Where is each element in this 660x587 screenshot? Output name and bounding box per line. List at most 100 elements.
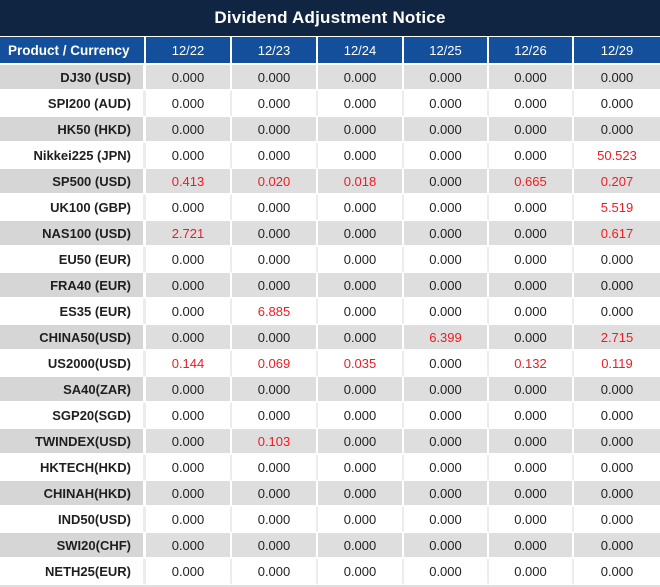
value-cell: 0.000: [574, 65, 660, 91]
value-cell: 2.715: [574, 325, 660, 351]
value-cell: 0.132: [489, 351, 574, 377]
value-cell: 0.000: [146, 455, 232, 481]
product-cell: NETH25(EUR): [0, 559, 146, 585]
product-cell: US2000(USD): [0, 351, 146, 377]
value-cell: 0.000: [146, 117, 232, 143]
value-cell: 0.207: [574, 169, 660, 195]
value-cell: 0.119: [574, 351, 660, 377]
value-cell: 0.000: [318, 247, 404, 273]
value-cell: 0.000: [574, 533, 660, 559]
value-cell: 0.000: [489, 195, 574, 221]
value-cell: 0.000: [404, 143, 489, 169]
value-cell: 0.000: [489, 91, 574, 117]
table-row: UK100 (GBP) 0.000 0.000 0.000 0.000 0.000 5.51…: [0, 195, 660, 221]
value-cell: 0.000: [574, 91, 660, 117]
value-cell: 0.000: [146, 273, 232, 299]
value-cell: 0.000: [232, 117, 318, 143]
value-cell: 0.000: [232, 325, 318, 351]
table-row: NAS100 (USD) 2.721 0.000 0.000 0.000 0.000 0.6…: [0, 221, 660, 247]
column-header-date-12-23: 12/23: [232, 37, 318, 65]
value-cell: 0.000: [318, 117, 404, 143]
value-cell: 0.000: [489, 65, 574, 91]
table-header-row: Product / Currency 12/22 12/23 12/24 12/25 12…: [0, 37, 660, 65]
value-cell: 0.000: [489, 455, 574, 481]
value-cell: 0.000: [489, 481, 574, 507]
value-cell: 0.000: [318, 429, 404, 455]
value-cell: 0.000: [404, 299, 489, 325]
value-cell: 0.000: [489, 533, 574, 559]
value-cell: 0.000: [318, 299, 404, 325]
value-cell: 0.000: [318, 65, 404, 91]
product-cell: SWI20(CHF): [0, 533, 146, 559]
value-cell: 0.000: [404, 169, 489, 195]
product-cell: SP500 (USD): [0, 169, 146, 195]
value-cell: 0.000: [489, 377, 574, 403]
value-cell: 0.000: [232, 403, 318, 429]
value-cell: 0.000: [489, 507, 574, 533]
value-cell: 0.000: [574, 481, 660, 507]
value-cell: 0.000: [574, 403, 660, 429]
product-cell: EU50 (EUR): [0, 247, 146, 273]
product-cell: SA40(ZAR): [0, 377, 146, 403]
value-cell: 0.000: [318, 273, 404, 299]
table-row: HK50 (HKD) 0.000 0.000 0.000 0.000 0.000 0.000: [0, 117, 660, 143]
value-cell: 0.000: [232, 273, 318, 299]
value-cell: 2.721: [146, 221, 232, 247]
table-row: SWI20(CHF) 0.000 0.000 0.000 0.000 0.000 0.000: [0, 533, 660, 559]
table-row: FRA40 (EUR) 0.000 0.000 0.000 0.000 0.000 0.00…: [0, 273, 660, 299]
value-cell: 6.399: [404, 325, 489, 351]
product-cell: SPI200 (AUD): [0, 91, 146, 117]
column-header-date-12-26: 12/26: [489, 37, 574, 65]
value-cell: 0.000: [489, 325, 574, 351]
value-cell: 0.000: [232, 65, 318, 91]
value-cell: 0.000: [404, 507, 489, 533]
value-cell: 0.000: [318, 195, 404, 221]
product-cell: IND50(USD): [0, 507, 146, 533]
table-row: SA40(ZAR) 0.000 0.000 0.000 0.000 0.000 0.000: [0, 377, 660, 403]
value-cell: 0.000: [404, 195, 489, 221]
value-cell: 0.000: [146, 507, 232, 533]
value-cell: 0.000: [404, 273, 489, 299]
product-cell: HK50 (HKD): [0, 117, 146, 143]
value-cell: 0.000: [318, 507, 404, 533]
value-cell: 0.000: [404, 403, 489, 429]
value-cell: 0.000: [318, 325, 404, 351]
value-cell: 0.000: [489, 403, 574, 429]
value-cell: 0.000: [489, 117, 574, 143]
table-row: IND50(USD) 0.000 0.000 0.000 0.000 0.000 0.000: [0, 507, 660, 533]
value-cell: 0.000: [146, 143, 232, 169]
table-body: DJ30 (USD) 0.000 0.000 0.000 0.000 0.000 0.000…: [0, 65, 660, 585]
column-header-product: Product / Currency: [0, 37, 146, 65]
value-cell: 0.000: [146, 429, 232, 455]
value-cell: 0.000: [404, 455, 489, 481]
value-cell: 0.000: [489, 299, 574, 325]
value-cell: 0.000: [574, 299, 660, 325]
table-row: EU50 (EUR) 0.000 0.000 0.000 0.000 0.000 0.000: [0, 247, 660, 273]
value-cell: 0.035: [318, 351, 404, 377]
value-cell: 0.103: [232, 429, 318, 455]
value-cell: 0.018: [318, 169, 404, 195]
product-cell: ES35 (EUR): [0, 299, 146, 325]
value-cell: 0.000: [404, 117, 489, 143]
product-cell: SGP20(SGD): [0, 403, 146, 429]
value-cell: 0.000: [232, 143, 318, 169]
table-row: US2000(USD) 0.144 0.069 0.035 0.000 0.132 0.11…: [0, 351, 660, 377]
value-cell: 0.000: [404, 533, 489, 559]
value-cell: 0.000: [146, 559, 232, 585]
value-cell: 0.000: [404, 429, 489, 455]
table-row: ES35 (EUR) 0.000 6.885 0.000 0.000 0.000 0.000: [0, 299, 660, 325]
value-cell: 0.000: [318, 481, 404, 507]
table-row: HKTECH(HKD) 0.000 0.000 0.000 0.000 0.000 0.00…: [0, 455, 660, 481]
product-cell: HKTECH(HKD): [0, 455, 146, 481]
value-cell: 0.000: [232, 247, 318, 273]
value-cell: 0.000: [146, 403, 232, 429]
value-cell: 0.000: [318, 143, 404, 169]
page-title: Dividend Adjustment Notice: [214, 8, 446, 27]
value-cell: 5.519: [574, 195, 660, 221]
product-cell: CHINA50(USD): [0, 325, 146, 351]
product-cell: DJ30 (USD): [0, 65, 146, 91]
value-cell: 0.069: [232, 351, 318, 377]
value-cell: 0.000: [404, 221, 489, 247]
column-header-date-12-25: 12/25: [404, 37, 489, 65]
value-cell: 0.000: [574, 247, 660, 273]
